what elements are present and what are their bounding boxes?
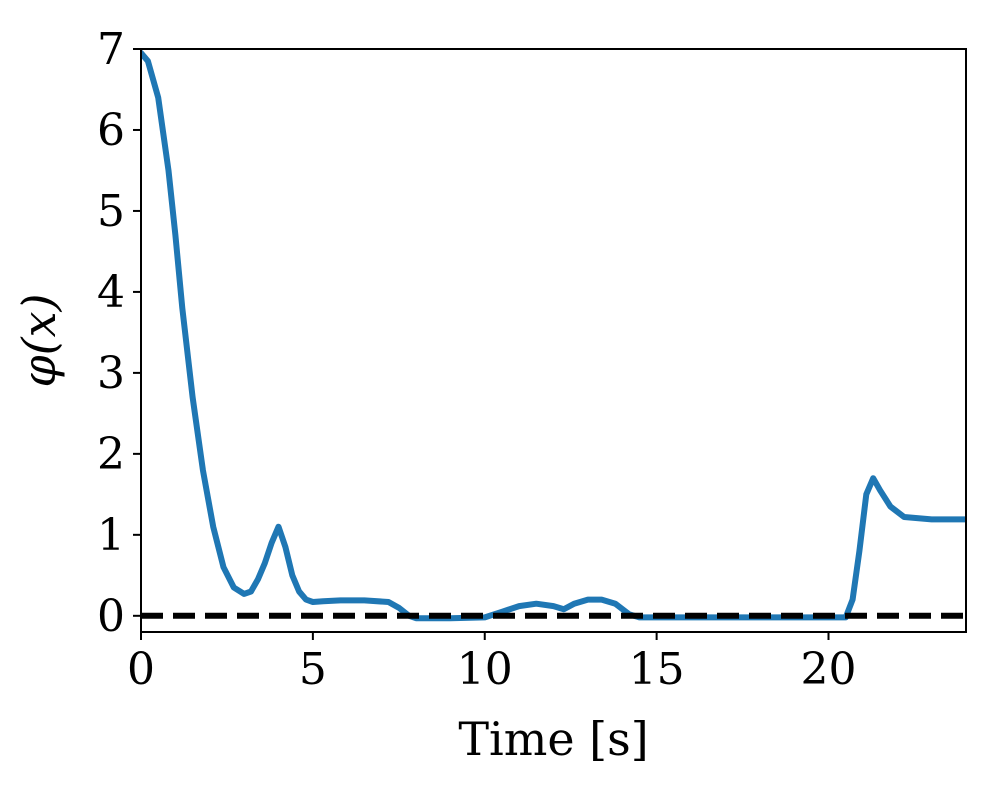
y-tick-label: 1 xyxy=(97,510,125,561)
y-axis-label: φ(x) xyxy=(12,293,66,387)
plot-layer xyxy=(141,50,966,622)
ticks-layer: 0 5 10 15 20 0 1 2 3 4 5 6 7 xyxy=(97,24,857,695)
x-tick-label: 20 xyxy=(801,644,857,695)
y-tick-label: 6 xyxy=(97,105,125,156)
y-tick-label: 5 xyxy=(97,186,125,237)
y-tick-label: 4 xyxy=(97,267,125,318)
y-tick-label: 7 xyxy=(97,24,125,75)
y-tick-label: 3 xyxy=(97,348,125,399)
series-line xyxy=(141,50,966,622)
y-tick-label: 0 xyxy=(97,591,125,642)
x-tick-label: 15 xyxy=(629,644,685,695)
x-tick-label: 5 xyxy=(299,644,327,695)
x-axis-label: Time [s] xyxy=(458,712,648,766)
y-tick-label: 2 xyxy=(97,429,125,480)
x-tick-label: 10 xyxy=(457,644,513,695)
plot-frame xyxy=(140,48,967,633)
x-tick-label: 0 xyxy=(127,644,155,695)
